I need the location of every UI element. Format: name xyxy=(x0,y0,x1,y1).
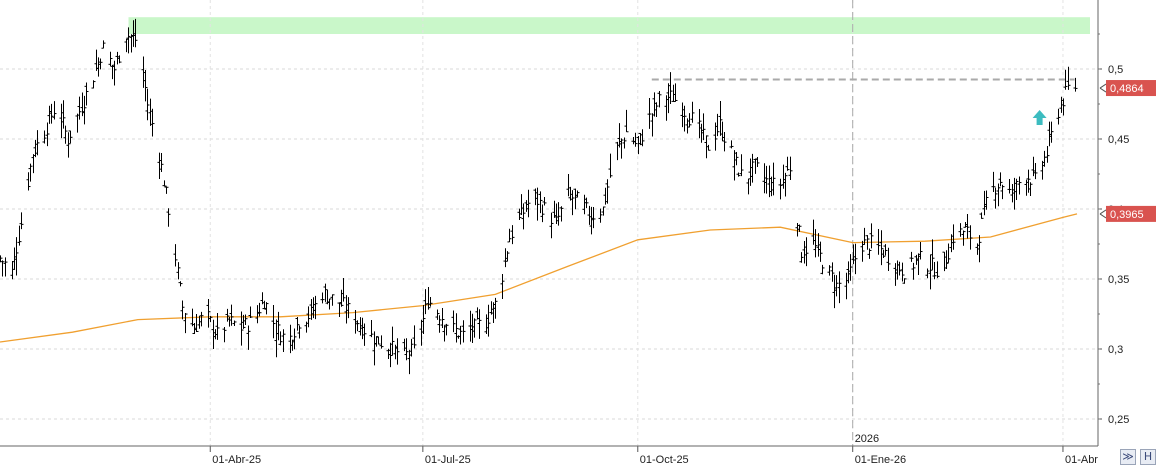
x-tick-label: 01-Ene-26 xyxy=(855,454,906,466)
price-bars xyxy=(0,18,1078,375)
double-chevron-down-icon: ≫ xyxy=(1122,450,1134,463)
y-tick-label: 0,25 xyxy=(1108,414,1129,426)
up-arrow-icon xyxy=(1032,110,1047,125)
y-tick-label: 0,5 xyxy=(1108,64,1123,76)
h-toggle-button[interactable]: H xyxy=(1140,449,1156,465)
moving-average-value-label: 0,3965 xyxy=(1110,209,1144,221)
y-tick-label: 0,45 xyxy=(1108,134,1129,146)
moving-average-value-badge xyxy=(1106,205,1156,222)
letter-h-icon: H xyxy=(1143,450,1153,463)
x-tick-label: 01-Jul-25 xyxy=(425,454,471,466)
y-tick-label: 0,3 xyxy=(1108,344,1123,356)
last-price-label: 0,4864 xyxy=(1110,83,1144,95)
x-tick-label: 01-Abr-25 xyxy=(212,454,261,466)
x-tick-label: 01-Oct-25 xyxy=(640,454,689,466)
y-tick-label: 0,35 xyxy=(1108,274,1129,286)
x-tick-label: 01-Abr xyxy=(1065,454,1098,466)
moving-average-value-pointer xyxy=(1099,209,1107,219)
last-price-badge xyxy=(1106,80,1156,97)
last-price-pointer xyxy=(1099,83,1107,93)
year-label: 2026 xyxy=(855,433,879,445)
collapse-button[interactable]: ≫ xyxy=(1120,449,1136,465)
highlight-zone xyxy=(128,17,1090,34)
moving-average-line xyxy=(0,213,1078,343)
